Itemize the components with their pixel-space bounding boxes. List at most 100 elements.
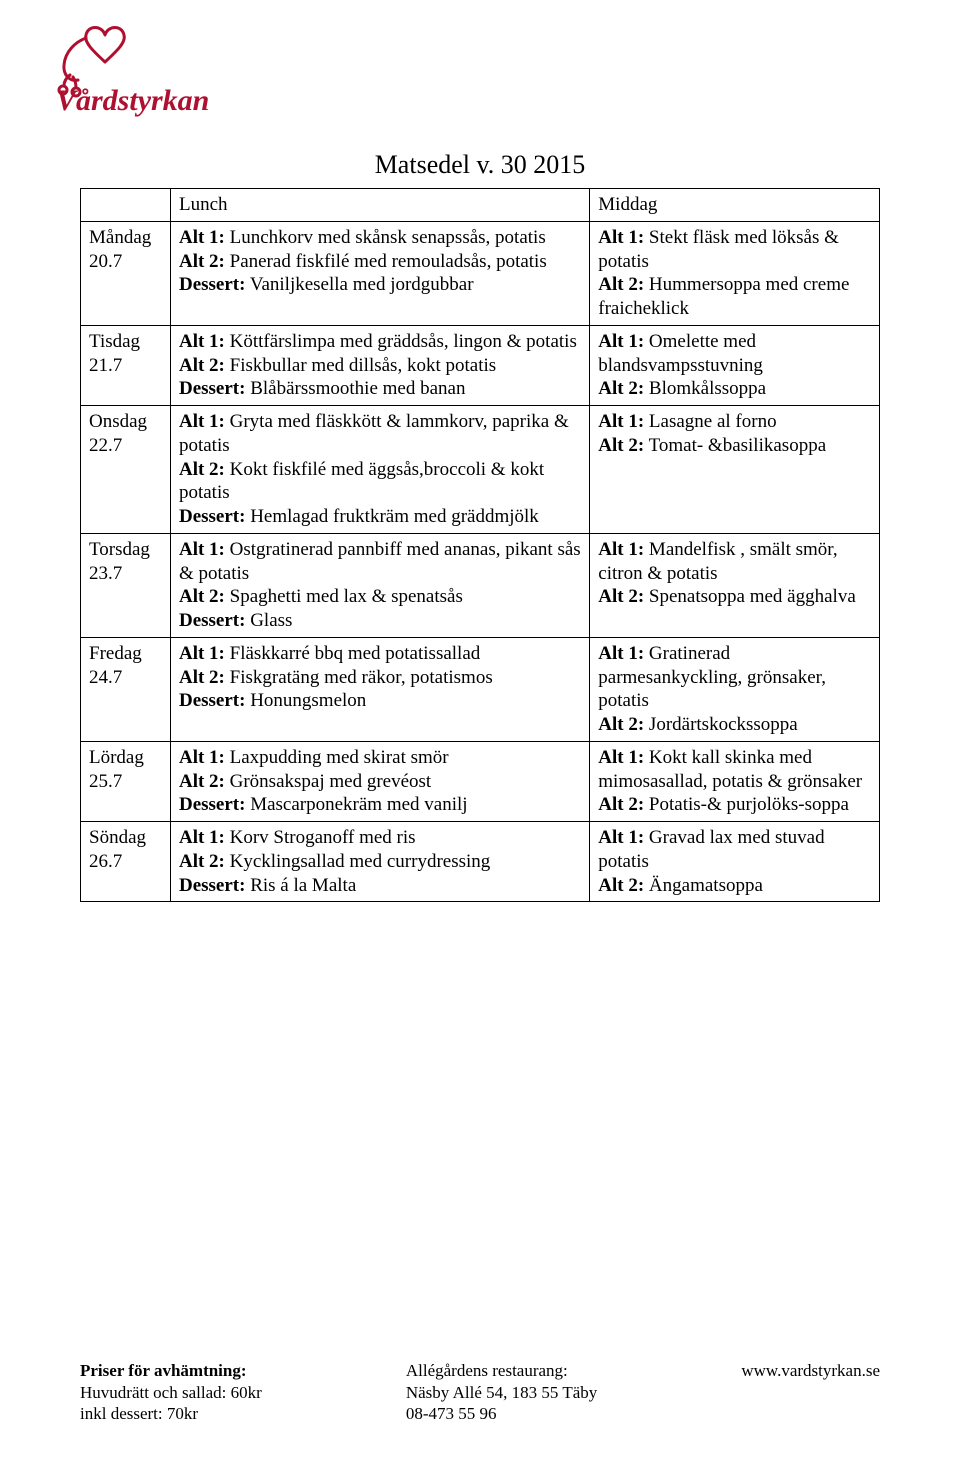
label-bold: Alt 1: (598, 827, 644, 848)
middag-cell-line: Alt 2: Spenatsoppa med ägghalva (598, 585, 871, 609)
footer-mid-line1: Allégårdens restaurang: (406, 1361, 568, 1380)
middag-cell-line: Alt 2: Potatis-& purjolöks-soppa (598, 793, 871, 817)
lunch-cell-line: Alt 1: Fläskkarré bbq med potatissallad (179, 642, 581, 666)
day-date: 22.7 (89, 434, 162, 458)
label-bold: Alt 2: (179, 771, 225, 792)
label-text: Ängamatsoppa (644, 875, 763, 896)
day-name: Onsdag (89, 410, 162, 434)
label-bold: Alt 2: (598, 875, 644, 896)
day-name: Söndag (89, 826, 162, 850)
label-bold: Dessert: (179, 875, 245, 896)
footer-mid-line2: Näsby Allé 54, 183 55 Täby (406, 1383, 597, 1402)
footer-left: Priser för avhämtning: Huvudrätt och sal… (80, 1360, 262, 1424)
lunch-cell-line: Alt 1: Laxpudding med skirat smör (179, 746, 581, 770)
label-text: Lunchkorv med skånsk senapssås, potatis (225, 227, 546, 248)
lunch-cell-line: Alt 1: Ostgratinerad pannbiff med ananas… (179, 538, 581, 586)
lunch-cell-line: Alt 2: Fiskbullar med dillsås, kokt pota… (179, 354, 581, 378)
lunch-cell-line: Dessert: Honungsmelon (179, 689, 581, 713)
lunch-cell-line: Alt 1: Köttfärslimpa med gräddsås, lingo… (179, 330, 581, 354)
middag-cell-line: Alt 1: Lasagne al forno (598, 410, 871, 434)
middag-cell-line: Alt 2: Blomkålssoppa (598, 377, 871, 401)
logo-area: Vårdstyrkan (80, 30, 880, 140)
label-bold: Alt 1: (598, 643, 644, 664)
day-name: Lördag (89, 746, 162, 770)
label-text: Potatis-& purjolöks-soppa (644, 794, 849, 815)
middag-cell-line: Alt 1: Omelette med blandsvampsstuvning (598, 330, 871, 378)
day-cell: Torsdag23.7 (81, 533, 171, 637)
label-bold: Alt 2: (179, 851, 225, 872)
label-text: Kokt fiskfilé med äggsås,broccoli & kokt… (179, 459, 544, 504)
label-bold: Alt 2: (598, 274, 644, 295)
day-name: Fredag (89, 642, 162, 666)
day-cell: Tisdag21.7 (81, 325, 171, 405)
label-bold: Dessert: (179, 506, 245, 527)
label-text: Ris á la Malta (245, 875, 356, 896)
label-text: Lasagne al forno (644, 411, 776, 432)
label-bold: Alt 2: (598, 586, 644, 607)
label-bold: Alt 1: (179, 227, 225, 248)
label-text: Ostgratinerad pannbiff med ananas, pikan… (179, 539, 581, 584)
label-bold: Alt 1: (179, 411, 225, 432)
lunch-cell-line: Dessert: Hemlagad fruktkräm med gräddmjö… (179, 505, 581, 529)
label-bold: Dessert: (179, 690, 245, 711)
middag-cell: Alt 1: Stekt fläsk med löksås & potatisA… (590, 221, 880, 325)
middag-cell-line: Alt 2: Ängamatsoppa (598, 874, 871, 898)
lunch-cell-line: Alt 2: Panerad fiskfilé med remouladsås,… (179, 250, 581, 274)
label-bold: Alt 1: (179, 331, 225, 352)
middag-cell-line: Alt 1: Mandelfisk , smält smör, citron &… (598, 538, 871, 586)
middag-cell-line: Alt 2: Jordärtskockssoppa (598, 713, 871, 737)
label-bold: Alt 2: (179, 459, 225, 480)
label-text: Grönsakspaj med grevéost (225, 771, 431, 792)
lunch-cell: Alt 1: Laxpudding med skirat smörAlt 2: … (170, 741, 589, 821)
label-bold: Alt 2: (598, 435, 644, 456)
label-text: Fiskbullar med dillsås, kokt potatis (225, 355, 496, 376)
label-text: Jordärtskockssoppa (644, 714, 798, 735)
footer-mid-line3: 08-473 55 96 (406, 1404, 497, 1423)
table-row: Måndag20.7 Alt 1: Lunchkorv med skånsk se… (81, 221, 880, 325)
label-text: Hemlagad fruktkräm med gräddmjölk (245, 506, 538, 527)
table-row: Fredag24.7 Alt 1: Fläskkarré bbq med pota… (81, 637, 880, 741)
header-lunch: Lunch (170, 189, 589, 222)
middag-cell: Alt 1: Gravad lax med stuvad potatisAlt … (590, 822, 880, 902)
day-cell: Onsdag22.7 (81, 406, 171, 534)
footer-left-title: Priser för avhämtning: (80, 1361, 247, 1380)
label-bold: Alt 1: (598, 747, 644, 768)
lunch-cell-line: Alt 1: Korv Stroganoff med ris (179, 826, 581, 850)
svg-text:Vårdstyrkan: Vårdstyrkan (56, 84, 209, 117)
label-bold: Alt 1: (598, 331, 644, 352)
table-row: Torsdag23.7Alt 1: Ostgratinerad pannbiff… (81, 533, 880, 637)
label-text: Kycklingsallad med currydressing (225, 851, 490, 872)
label-text: Vaniljkesella med jordgubbar (245, 274, 473, 295)
footer: Priser för avhämtning: Huvudrätt och sal… (80, 1360, 880, 1424)
label-text: Korv Stroganoff med ris (225, 827, 416, 848)
day-date: 20.7 (89, 250, 162, 274)
day-cell: Söndag26.7 (81, 822, 171, 902)
day-date: 24.7 (89, 666, 162, 690)
lunch-cell-line: Dessert: Vaniljkesella med jordgubbar (179, 273, 581, 297)
label-text: Blåbärssmoothie med banan (245, 378, 465, 399)
day-cell: Måndag20.7 (81, 221, 171, 325)
label-bold: Alt 2: (179, 586, 225, 607)
middag-cell: Alt 1: Gratinerad parmesankyckling, grön… (590, 637, 880, 741)
label-bold: Alt 1: (179, 643, 225, 664)
label-text: Spenatsoppa med ägghalva (644, 586, 856, 607)
middag-cell-line: Alt 1: Gratinerad parmesankyckling, grön… (598, 642, 871, 713)
middag-cell-line: Alt 2: Tomat- &basilikasoppa (598, 434, 871, 458)
middag-cell: Alt 1: Lasagne al fornoAlt 2: Tomat- &ba… (590, 406, 880, 534)
day-name: Tisdag (89, 330, 162, 354)
label-bold: Alt 2: (598, 794, 644, 815)
middag-cell-line: Alt 2: Hummersoppa med creme fraicheklic… (598, 273, 871, 321)
day-cell: Lördag25.7 (81, 741, 171, 821)
middag-cell-line: Alt 1: Gravad lax med stuvad potatis (598, 826, 871, 874)
lunch-cell: Alt 1: Köttfärslimpa med gräddsås, lingo… (170, 325, 589, 405)
lunch-cell: Alt 1: Gryta med fläskkött & lammkorv, p… (170, 406, 589, 534)
day-date: 21.7 (89, 354, 162, 378)
footer-right-url: www.vardstyrkan.se (741, 1361, 880, 1380)
day-date: 26.7 (89, 850, 162, 874)
label-text: Gryta med fläskkött & lammkorv, paprika … (179, 411, 569, 456)
label-bold: Alt 2: (598, 714, 644, 735)
middag-cell: Alt 1: Mandelfisk , smält smör, citron &… (590, 533, 880, 637)
middag-cell-line: Alt 1: Stekt fläsk med löksås & potatis (598, 226, 871, 274)
day-cell: Fredag24.7 (81, 637, 171, 741)
label-text: Honungsmelon (245, 690, 366, 711)
